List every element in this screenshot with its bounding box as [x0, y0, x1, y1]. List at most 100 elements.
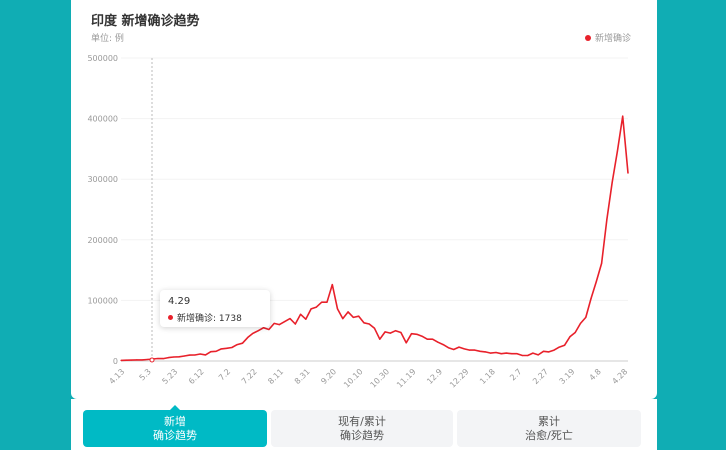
data-point	[231, 346, 233, 349]
data-point	[162, 357, 164, 360]
x-tick-label: 10.10	[342, 367, 365, 390]
tooltip-value: 新增确诊: 1738	[177, 314, 242, 324]
data-point	[130, 359, 133, 361]
data-point	[616, 150, 619, 152]
data-point	[220, 348, 222, 350]
data-point	[447, 347, 450, 349]
x-tick-label: 2.7	[508, 367, 523, 382]
data-point	[167, 357, 170, 359]
data-point	[289, 317, 291, 320]
data-point	[331, 284, 333, 286]
data-point	[585, 316, 587, 318]
x-tick-label: 12.29	[448, 367, 471, 390]
data-point	[421, 335, 423, 337]
data-point	[146, 358, 149, 361]
data-point	[347, 311, 349, 313]
data-point	[315, 306, 318, 308]
data-point	[358, 315, 360, 317]
data-point	[611, 181, 613, 183]
x-tick-label: 8.31	[293, 367, 312, 386]
y-tick-label: 100000	[87, 296, 118, 305]
data-point	[178, 356, 180, 358]
data-point	[299, 313, 302, 315]
data-point	[257, 330, 259, 332]
data-point	[252, 332, 254, 334]
data-point	[426, 338, 428, 340]
data-point	[120, 359, 122, 361]
data-point	[511, 353, 513, 355]
data-point	[125, 359, 127, 361]
data-point	[437, 341, 439, 343]
y-tick-label: 500000	[87, 54, 118, 63]
data-point	[141, 359, 143, 361]
tab-current-cumulative[interactable]: 现有/累计 确诊趋势	[271, 410, 453, 447]
legend-label: 新增确诊	[594, 34, 631, 44]
legend-item[interactable]: 新增确诊	[584, 31, 631, 44]
data-point	[458, 346, 460, 348]
data-point	[606, 218, 608, 220]
tab-label: 新增	[164, 414, 186, 428]
x-tick-label: 3.19	[558, 367, 577, 386]
data-point	[210, 351, 212, 353]
tab-label: 累计	[538, 414, 560, 428]
x-tick-label: 5.23	[160, 367, 179, 386]
data-point	[410, 333, 413, 335]
data-point	[521, 354, 523, 357]
tab-label: 治愈/死亡	[525, 428, 573, 442]
x-tick-label: 1.18	[478, 367, 497, 386]
data-point	[569, 336, 571, 338]
x-tick-label: 8.11	[266, 367, 285, 386]
tooltip-dot-icon	[168, 315, 173, 320]
x-tick-label: 4.8	[588, 367, 603, 382]
y-tick-label: 400000	[87, 115, 118, 124]
x-tick-label: 2.27	[531, 367, 550, 386]
data-point	[268, 328, 270, 331]
data-point	[389, 332, 391, 334]
data-point	[595, 281, 597, 283]
data-point	[553, 349, 555, 351]
data-point	[627, 172, 629, 174]
data-point	[326, 301, 328, 303]
data-point	[157, 357, 159, 360]
y-tick-label: 300000	[87, 175, 118, 184]
data-point	[305, 318, 307, 320]
data-point	[273, 322, 275, 325]
data-point	[516, 353, 518, 355]
data-point	[532, 352, 534, 354]
x-tick-label: 12.9	[425, 367, 444, 386]
data-point	[574, 331, 576, 334]
data-point	[463, 348, 465, 350]
data-point	[373, 327, 376, 329]
data-point	[321, 301, 323, 303]
data-point	[479, 350, 481, 352]
data-point	[548, 351, 550, 353]
data-point	[500, 353, 502, 355]
data-point	[622, 115, 624, 117]
data-point	[294, 323, 296, 325]
data-point	[183, 355, 185, 357]
active-tab-pointer	[170, 405, 180, 410]
data-point	[236, 343, 238, 346]
tab-cured-deaths[interactable]: 累计 治愈/死亡	[457, 410, 641, 447]
data-point	[474, 349, 476, 351]
data-point	[384, 331, 386, 333]
y-tick-label: 0	[113, 357, 118, 366]
data-point	[468, 349, 471, 351]
data-point	[204, 354, 207, 356]
x-tick-label: 5.3	[138, 367, 153, 382]
data-point	[505, 352, 508, 354]
chart-title: 印度 新增确诊趋势	[91, 14, 200, 29]
tab-label: 现有/累计	[338, 414, 386, 428]
data-point	[537, 354, 539, 356]
legend-dot-icon	[584, 34, 591, 41]
data-point	[363, 322, 365, 324]
data-point	[527, 354, 529, 357]
x-tick-label: 10.30	[369, 367, 392, 390]
data-point	[484, 351, 487, 353]
data-point	[241, 342, 244, 344]
data-point	[352, 316, 354, 318]
unit-label: 单位: 例	[91, 34, 124, 44]
tab-new-confirmed[interactable]: 新增 确诊趋势	[83, 410, 267, 447]
chart-plot[interactable]: 0 100000 200000 300000 400000 500000 4.13 5.3 5.…	[0, 0, 726, 400]
data-point	[416, 333, 418, 335]
